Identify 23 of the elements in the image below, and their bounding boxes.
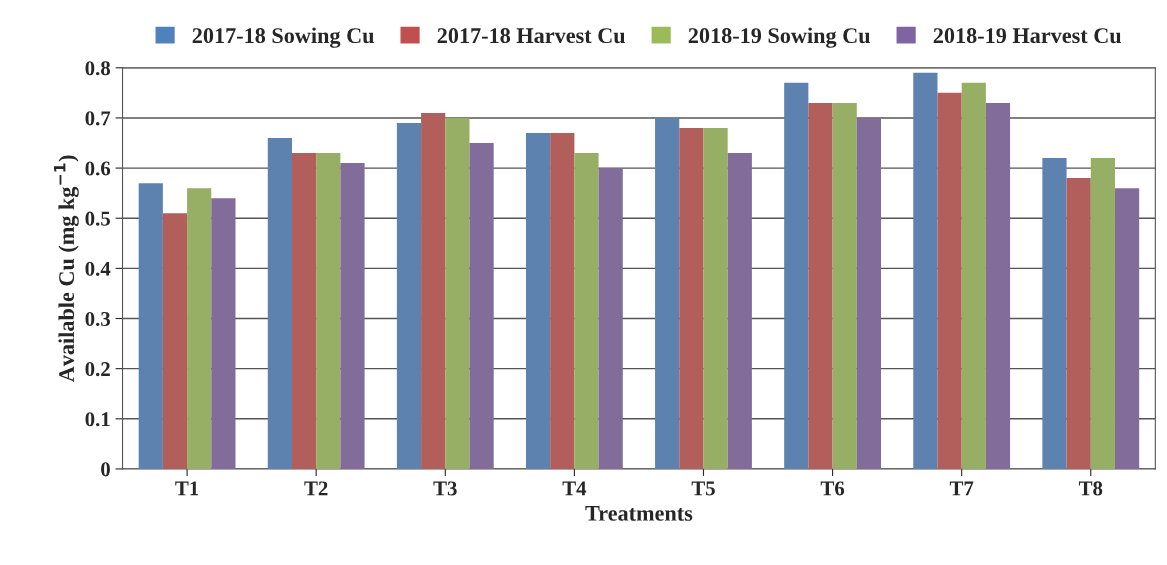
- y-tick-label: 0.1: [85, 412, 110, 427]
- y-tick-label: 0.5: [85, 211, 110, 226]
- legend-label: 2018-19 Harvest Cu: [933, 28, 1122, 44]
- x-tick-label: T3: [433, 481, 457, 496]
- y-tick-label: 0: [101, 462, 110, 477]
- x-tick-label: T8: [1078, 481, 1103, 496]
- x-tick-label: T7: [949, 481, 974, 496]
- x-tick-label: T2: [304, 481, 328, 496]
- x-tick-label: T6: [820, 481, 845, 496]
- y-tick-label: 0.2: [85, 362, 110, 377]
- y-tick-label: 0.7: [85, 111, 111, 126]
- legend-label: 2018-19 Sowing Cu: [688, 27, 870, 48]
- x-tick-label: T4: [562, 481, 587, 496]
- y-tick-label: 0.4: [85, 261, 111, 276]
- y-axis-title: Available Cu (mg kg$^{−1}$): [54, 155, 79, 383]
- x-tick-label: T5: [691, 481, 715, 496]
- x-axis-title: Treatments: [585, 506, 693, 521]
- y-tick-label: 0.8: [85, 61, 111, 76]
- legend-label: 2017-18 Sowing Cu: [192, 27, 374, 48]
- y-tick-label: 0.3: [85, 311, 111, 327]
- x-tick-label: T1: [175, 481, 199, 496]
- legend-label: 2017-18 Harvest Cu: [437, 28, 625, 44]
- y-tick-label: 0.6: [85, 161, 111, 176]
